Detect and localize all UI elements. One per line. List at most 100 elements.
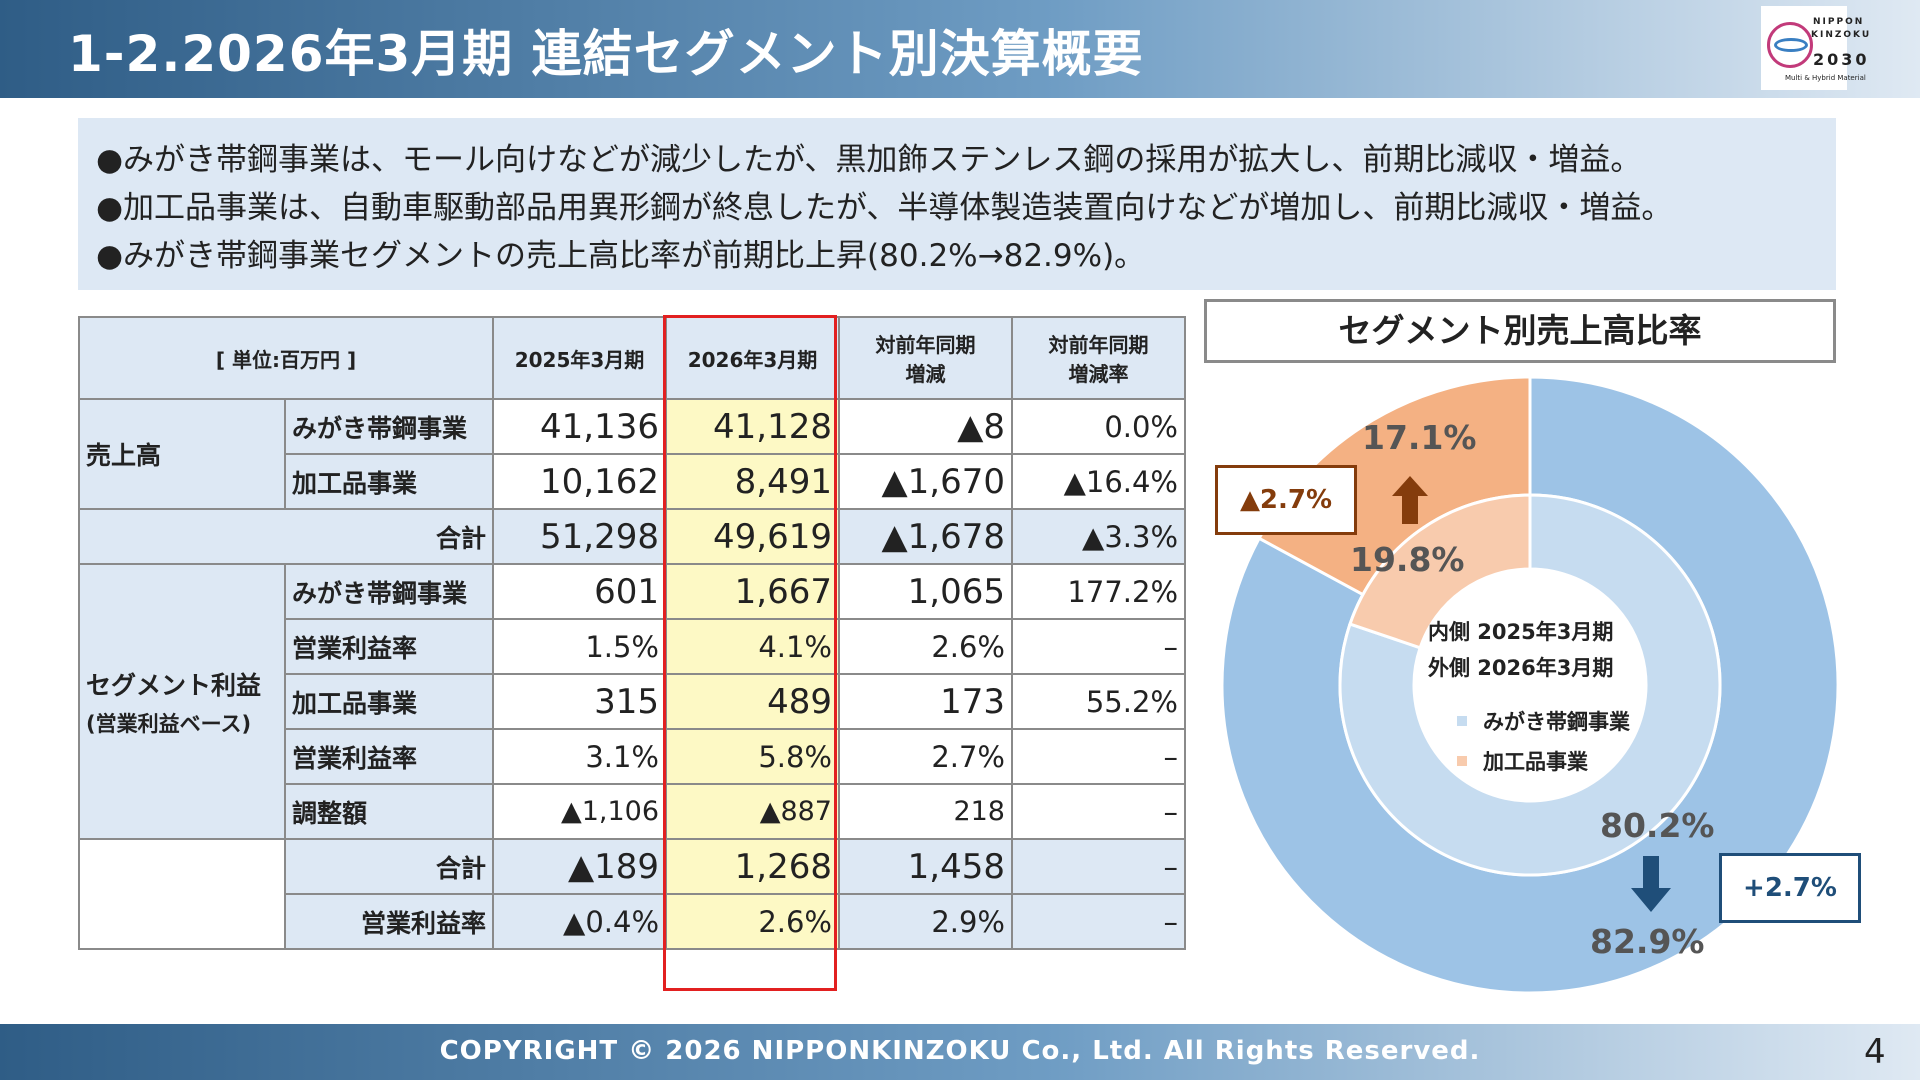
col-header-diff-2: 増減 <box>905 362 946 386</box>
col-header-diff-1: 対前年同期 <box>875 333 976 357</box>
cell-diff: 218 <box>838 783 1013 840</box>
summary-line-2: ●加工品事業は、自動車駆動部品用異形鋼が終息したが、半導体製造装置向けなどが増加… <box>96 190 1673 226</box>
segment-donut-chart <box>1220 375 1840 995</box>
company-logo: NIPPON KINZOKU 2030 Multi & Hybrid Mater… <box>1761 6 1869 90</box>
summary-line-3: ●みがき帯鋼事業セグメントの売上高比率が前期比上昇(80.2%→82.9%)。 <box>96 238 1146 274</box>
cell-curr: 4.1% <box>665 618 840 675</box>
cell-rate: 177.2% <box>1011 563 1186 620</box>
segment-results-table: [ 単位:百万円 ] 2025年3月期 2026年3月期 対前年同期増減 対前年… <box>78 316 1186 950</box>
cell-diff: 1,065 <box>838 563 1013 620</box>
logo-line2: KINZOKU <box>1811 30 1872 40</box>
logo-line1: NIPPON <box>1813 17 1865 27</box>
callout-kako: ▲2.7% <box>1215 465 1357 535</box>
cell-prev: 1.5% <box>492 618 667 675</box>
cell-diff: 2.6% <box>838 618 1013 675</box>
col-header-rate-2: 増減率 <box>1068 362 1129 386</box>
outer-ring-caption: 外側 2026年3月期 <box>1428 656 1614 680</box>
label-migaki-inner: 80.2% <box>1600 806 1715 845</box>
summary-box: ●みがき帯鋼事業は、モール向けなどが減少したが、黒加飾ステンレス鋼の採用が拡大し… <box>78 118 1836 290</box>
row-label: 営業利益率 <box>284 728 494 785</box>
col-header-curr: 2026年3月期 <box>665 316 840 400</box>
page-number: 4 <box>1864 1032 1886 1072</box>
table-row-total: 合計 ▲189 1,268 1,458 – <box>78 838 1186 895</box>
cell-rate: – <box>1011 893 1186 950</box>
label-migaki-outer: 82.9% <box>1590 922 1705 961</box>
label-kako-outer: 17.1% <box>1362 418 1477 457</box>
cell-curr: 49,619 <box>665 508 840 565</box>
cell-diff: ▲1,670 <box>838 453 1013 510</box>
row-label: 合計 <box>284 838 494 895</box>
cell-rate: – <box>1011 838 1186 895</box>
col-header-rate: 対前年同期 増減率 <box>1011 316 1186 400</box>
cell-prev: 10,162 <box>492 453 667 510</box>
cell-rate: 55.2% <box>1011 673 1186 730</box>
row-label: 合計 <box>78 509 494 565</box>
summary-line-1: ●みがき帯鋼事業は、モール向けなどが減少したが、黒加飾ステンレス鋼の採用が拡大し… <box>96 142 1642 178</box>
table-row: 営業利益率 1.5% 4.1% 2.6% – <box>79 618 1186 675</box>
col-header-diff: 対前年同期 増減 <box>838 316 1013 400</box>
cell-prev: 315 <box>492 673 667 730</box>
arrow-up-icon <box>1392 476 1428 524</box>
legend-label-kako: 加工品事業 <box>1483 750 1588 774</box>
cell-rate: ▲16.4% <box>1011 453 1186 510</box>
row-label: 調整額 <box>284 783 494 840</box>
legend-swatch-migaki <box>1457 716 1467 726</box>
cell-diff: 2.9% <box>838 893 1013 950</box>
cell-rate: 0.0% <box>1011 398 1186 455</box>
logo-line3: 2030 <box>1813 50 1870 69</box>
page-title: 1-2.2026年3月期 連結セグメント別決算概要 <box>68 25 1144 83</box>
profit-group-label-1: セグメント利益 <box>86 670 262 700</box>
cell-rate: – <box>1011 618 1186 675</box>
label-kako-inner: 19.8% <box>1350 540 1465 579</box>
table-row: セグメント利益 (営業利益ベース) みがき帯鋼事業 601 1,667 1,06… <box>78 563 1186 840</box>
table-row: 加工品事業 315 489 173 55.2% <box>79 673 1186 730</box>
row-label: 加工品事業 <box>284 453 494 510</box>
cell-curr: 489 <box>665 673 840 730</box>
row-label: 営業利益率 <box>284 618 494 675</box>
table-row: 加工品事業 10,162 8,491 ▲1,670 ▲16.4% <box>79 453 1186 510</box>
table-row-total: 営業利益率 ▲0.4% 2.6% 2.9% – <box>78 893 1186 950</box>
cell-curr: 41,128 <box>665 398 840 455</box>
copyright-text: COPYRIGHT © 2026 NIPPONKINZOKU Co., Ltd.… <box>439 1036 1481 1066</box>
cell-diff: 173 <box>838 673 1013 730</box>
row-label: 営業利益率 <box>284 893 494 950</box>
cell-curr: 8,491 <box>665 453 840 510</box>
table-row: 調整額 ▲1,106 ▲887 218 – <box>79 783 1186 840</box>
cell-diff: 2.7% <box>838 728 1013 785</box>
legend-swatch-kako <box>1457 756 1467 766</box>
logo-tagline: Multi & Hybrid Material <box>1785 74 1866 82</box>
globe-icon <box>1767 22 1813 68</box>
cell-diff: 1,458 <box>838 838 1013 895</box>
cell-prev: ▲1,106 <box>492 783 667 840</box>
col-header-prev: 2025年3月期 <box>492 316 667 400</box>
table-row: 営業利益率 3.1% 5.8% 2.7% – <box>79 728 1186 785</box>
cell-prev: 601 <box>492 563 667 620</box>
table-row: 売上高 みがき帯鋼事業 41,136 41,128 ▲8 0.0% <box>78 398 1186 510</box>
slice-inner-kako <box>1348 493 1532 650</box>
cell-curr: 5.8% <box>665 728 840 785</box>
arrow-down-icon <box>1631 856 1671 912</box>
cell-prev: ▲0.4% <box>492 893 667 950</box>
cell-curr: 1,667 <box>665 563 840 620</box>
row-label: 加工品事業 <box>284 673 494 730</box>
slice-inner-migaki <box>1338 493 1722 877</box>
cell-curr: 2.6% <box>665 893 840 950</box>
cell-curr: ▲887 <box>665 783 840 840</box>
footer-bar: COPYRIGHT © 2026 NIPPONKINZOKU Co., Ltd.… <box>0 1024 1920 1080</box>
cell-curr: 1,268 <box>665 838 840 895</box>
cell-rate: – <box>1011 783 1186 840</box>
profit-group-label-2: (営業利益ベース) <box>86 711 252 736</box>
cell-diff: ▲1,678 <box>838 508 1013 565</box>
cell-prev: 41,136 <box>492 398 667 455</box>
unit-label: [ 単位:百万円 ] <box>78 316 494 400</box>
sales-group-label: 売上高 <box>78 398 286 510</box>
legend-label-migaki: みがき帯鋼事業 <box>1483 710 1630 734</box>
cell-diff: ▲8 <box>838 398 1013 455</box>
header-bar: 1-2.2026年3月期 連結セグメント別決算概要 NIPPON KINZOKU… <box>0 0 1920 98</box>
callout-migaki: +2.7% <box>1719 853 1861 923</box>
cell-rate: ▲3.3% <box>1011 508 1186 565</box>
inner-ring-caption: 内側 2025年3月期 <box>1428 620 1614 644</box>
pie-title: セグメント別売上高比率 <box>1204 299 1836 363</box>
row-label: みがき帯鋼事業 <box>284 563 494 620</box>
cell-rate: – <box>1011 728 1186 785</box>
